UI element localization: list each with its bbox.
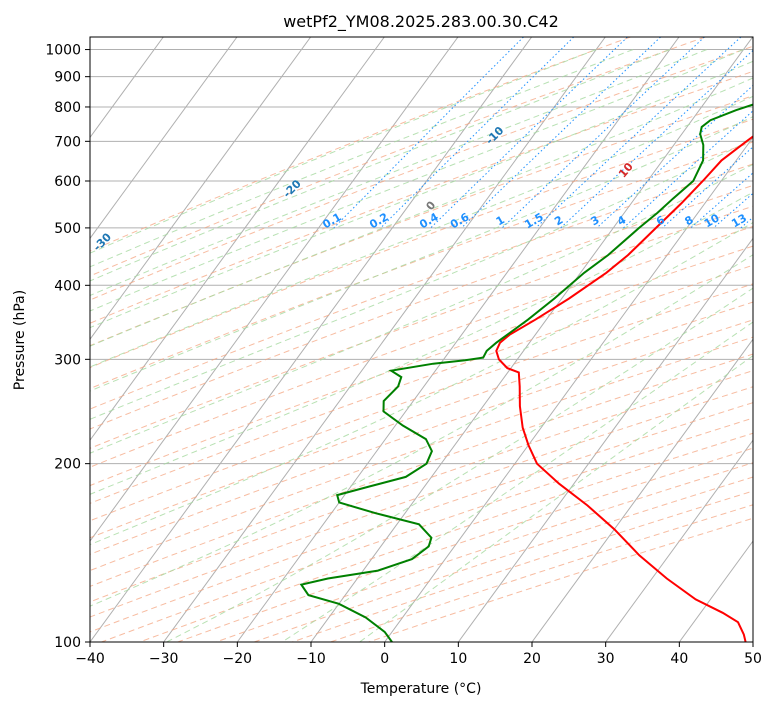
dry-adiabat-line	[90, 205, 753, 449]
temperature-profile-line	[495, 135, 753, 642]
mixing-ratio-line	[623, 110, 753, 229]
moist-adiabat-line	[90, 49, 707, 297]
y-tick-label: 700	[54, 134, 81, 150]
background-lines	[90, 37, 753, 642]
moist-adiabat-line	[90, 49, 744, 312]
x-tick-label: 10	[449, 651, 467, 667]
mixing-ratio-line	[333, 37, 524, 229]
moist-adiabat-line	[90, 138, 753, 420]
x-axis-label: Temperature (°C)	[360, 681, 482, 697]
isotherm-line	[90, 37, 312, 341]
x-tick-label: −10	[296, 651, 326, 667]
x-tick-label: 50	[744, 651, 762, 667]
dry-adiabat-line	[90, 319, 753, 555]
y-tick-label: 900	[54, 70, 81, 86]
x-tick-label: 20	[523, 651, 541, 667]
mixing-ratio-line	[596, 84, 753, 229]
mixing-ratio-line	[430, 37, 628, 229]
dewpoint-profile-line	[299, 103, 753, 642]
isotherm-line	[90, 37, 385, 442]
dry-adiabat-line	[90, 118, 753, 369]
dry-adiabat-line	[90, 70, 753, 324]
dry-adiabat-line	[90, 45, 753, 301]
moist-adiabat-line	[90, 191, 753, 495]
mixing-ratio-line	[535, 37, 742, 229]
x-tick-label: 0	[380, 651, 389, 667]
x-axis-ticks: −40 −30 −20 −10 0 10 20 30 40 50	[75, 642, 762, 667]
moist-adiabat-line	[90, 49, 670, 282]
y-tick-label: 200	[54, 457, 81, 473]
moist-adiabat-line	[90, 60, 753, 329]
mixing-ratio-line	[690, 172, 753, 229]
moist-adiabat-line	[90, 221, 753, 546]
y-tick-label: 800	[54, 100, 81, 116]
isotherm-line	[90, 37, 459, 542]
isotherm-line	[90, 37, 533, 642]
dry-adiabat-line	[90, 141, 753, 390]
y-tick-label: 600	[54, 174, 81, 190]
dry-adiabat-line	[90, 95, 753, 347]
dry-adiabat-line	[90, 353, 753, 587]
mixing-ratio-line	[461, 37, 661, 229]
isotherm-line	[90, 37, 238, 240]
dry-adiabat-line	[90, 37, 706, 277]
chart-title: wetPf2_YM08.2025.283.00.30.C42	[283, 12, 559, 32]
x-tick-label: −30	[149, 651, 179, 667]
isotherm-line	[457, 237, 753, 642]
moist-adiabat-line	[90, 77, 753, 347]
plot-frame	[89, 36, 754, 643]
y-tick-label: 100	[54, 635, 81, 651]
isotherm-line	[236, 37, 680, 642]
dry-adiabat-line	[90, 184, 753, 430]
x-tick-label: −40	[75, 651, 105, 667]
dry-adiabat-line	[90, 264, 753, 504]
y-tick-label: 300	[54, 352, 81, 368]
y-tick-label: 1000	[45, 43, 81, 59]
profile-lines	[299, 103, 753, 642]
y-tick-label: 400	[54, 278, 81, 294]
x-tick-label: −20	[223, 651, 253, 667]
dry-adiabat-line	[90, 245, 753, 487]
y-axis-ticks: 1000 900 800 700 600 500 400 300 200 100	[45, 43, 90, 651]
dry-adiabat-line	[90, 301, 753, 539]
x-tick-label: 40	[670, 651, 688, 667]
y-tick-label: 500	[54, 221, 81, 237]
x-tick-label: 30	[597, 651, 615, 667]
y-axis-label: Pressure (hPa)	[12, 290, 28, 390]
dry-adiabat-line	[90, 37, 631, 252]
moist-adiabat-line	[90, 49, 634, 268]
